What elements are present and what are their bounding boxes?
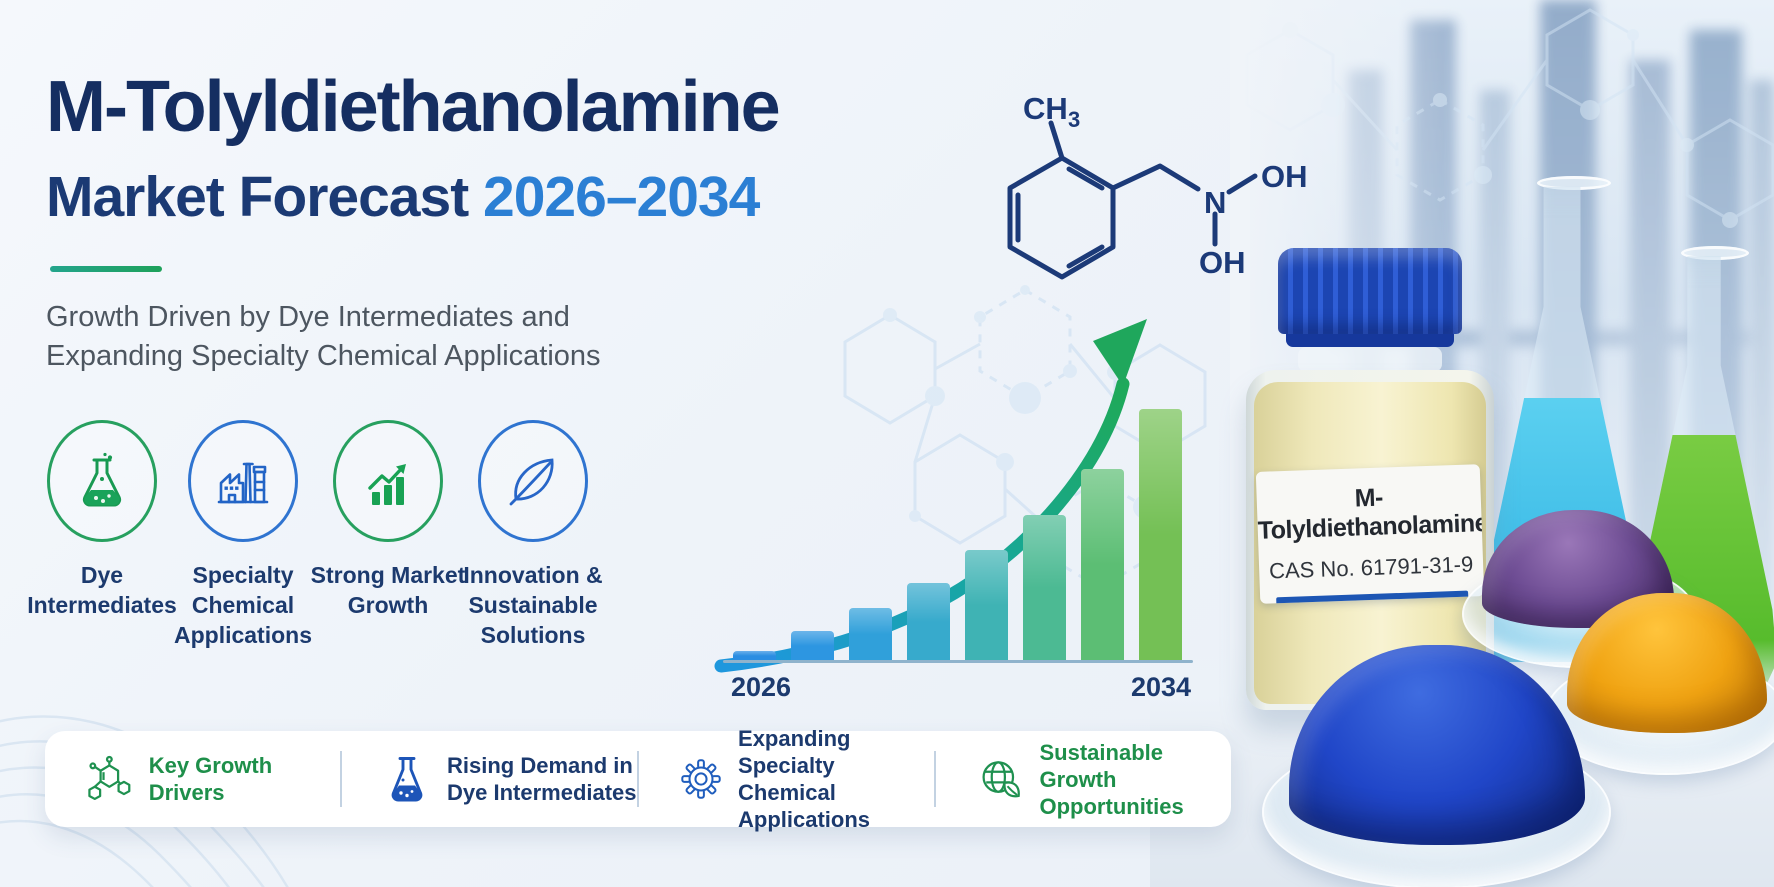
reagent-bottle: M-Tolyldiethanolamine CAS No. 61791-31-9 [1246,248,1494,710]
subtitle-years: 2026–2034 [483,165,760,229]
feature-innovation-sustainable: Innovation & Sustainable Solutions [453,420,613,650]
bottle-label: M-Tolyldiethanolamine CAS No. 61791-31-9 [1255,464,1485,604]
hydroxyl-top-label: OH [1261,159,1308,194]
footer-divider [637,751,639,807]
tagline: Growth Driven by Dye Intermediates and E… [46,298,601,376]
molecule-network-watermark [843,285,1207,590]
tagline-line1: Growth Driven by Dye Intermediates and [46,301,570,333]
chemical-structure: CH 3 N OH OH [1007,91,1308,280]
hydroxyl-bottom-label: OH [1199,245,1246,280]
gear-icon [681,759,721,799]
growth-chart-icon [368,464,406,505]
feature-specialty-chemical: Specialty Chemical Applications [163,420,323,650]
bottle-label-title: M-Tolyldiethanolamine [1257,483,1485,545]
chart-bar [1023,515,1066,661]
chart-bar [733,651,776,661]
growth-chart: 2026 2034 [713,300,1213,710]
footer-divider [340,751,342,807]
chart-bar [849,608,892,661]
feature-strong-market-growth: Strong Market Growth [308,420,468,620]
page-subtitle: Market Forecast 2026–2034 [46,164,760,230]
chart-bar [791,631,834,661]
chart-bar [1139,409,1182,661]
chart-bar [1081,469,1124,661]
flask-icon [82,452,122,507]
page-title: M-Tolyldiethanolamine [46,67,781,147]
nitrogen-label: N [1204,185,1226,220]
chart-bar [965,550,1008,661]
footer-highlights-card: Key Growth Drivers Rising Demand in Dye … [45,726,1231,832]
globe-leaf-icon [982,761,1020,798]
axis-tick-start: 2026 [731,672,792,702]
footer-item-sustainable-growth: Sustainable Growth Opportunities [936,739,1231,820]
factory-icon [217,462,269,504]
methyl-subscript: 3 [1068,107,1080,132]
axis-tick-end: 2034 [1131,672,1192,702]
footer-item-expanding-applications: Expanding Specialty Chemical Application… [639,725,934,833]
footer-item-rising-demand: Rising Demand in Dye Intermediates [342,752,637,806]
title-underline [50,266,162,272]
molecule-icon [88,755,131,801]
chart-bars [733,401,1182,661]
tagline-line2: Expanding Specialty Chemical Application… [46,340,601,372]
bottle-label-cas: CAS No. 61791-31-9 [1268,551,1474,584]
methyl-label: CH [1023,91,1068,126]
leaf-icon [509,458,554,506]
chart-bar [907,583,950,661]
flask-icon [391,757,423,802]
footer-divider [934,751,936,807]
bottle-cap [1278,248,1462,334]
feature-dye-intermediates: Dye Intermediates [22,420,182,620]
petri-dish-blue [1262,645,1611,887]
subtitle-prefix: Market Forecast [46,165,469,229]
flask-lip [1537,176,1611,190]
footer-item-key-growth-drivers: Key Growth Drivers [45,752,340,806]
chart-baseline [723,660,1193,663]
